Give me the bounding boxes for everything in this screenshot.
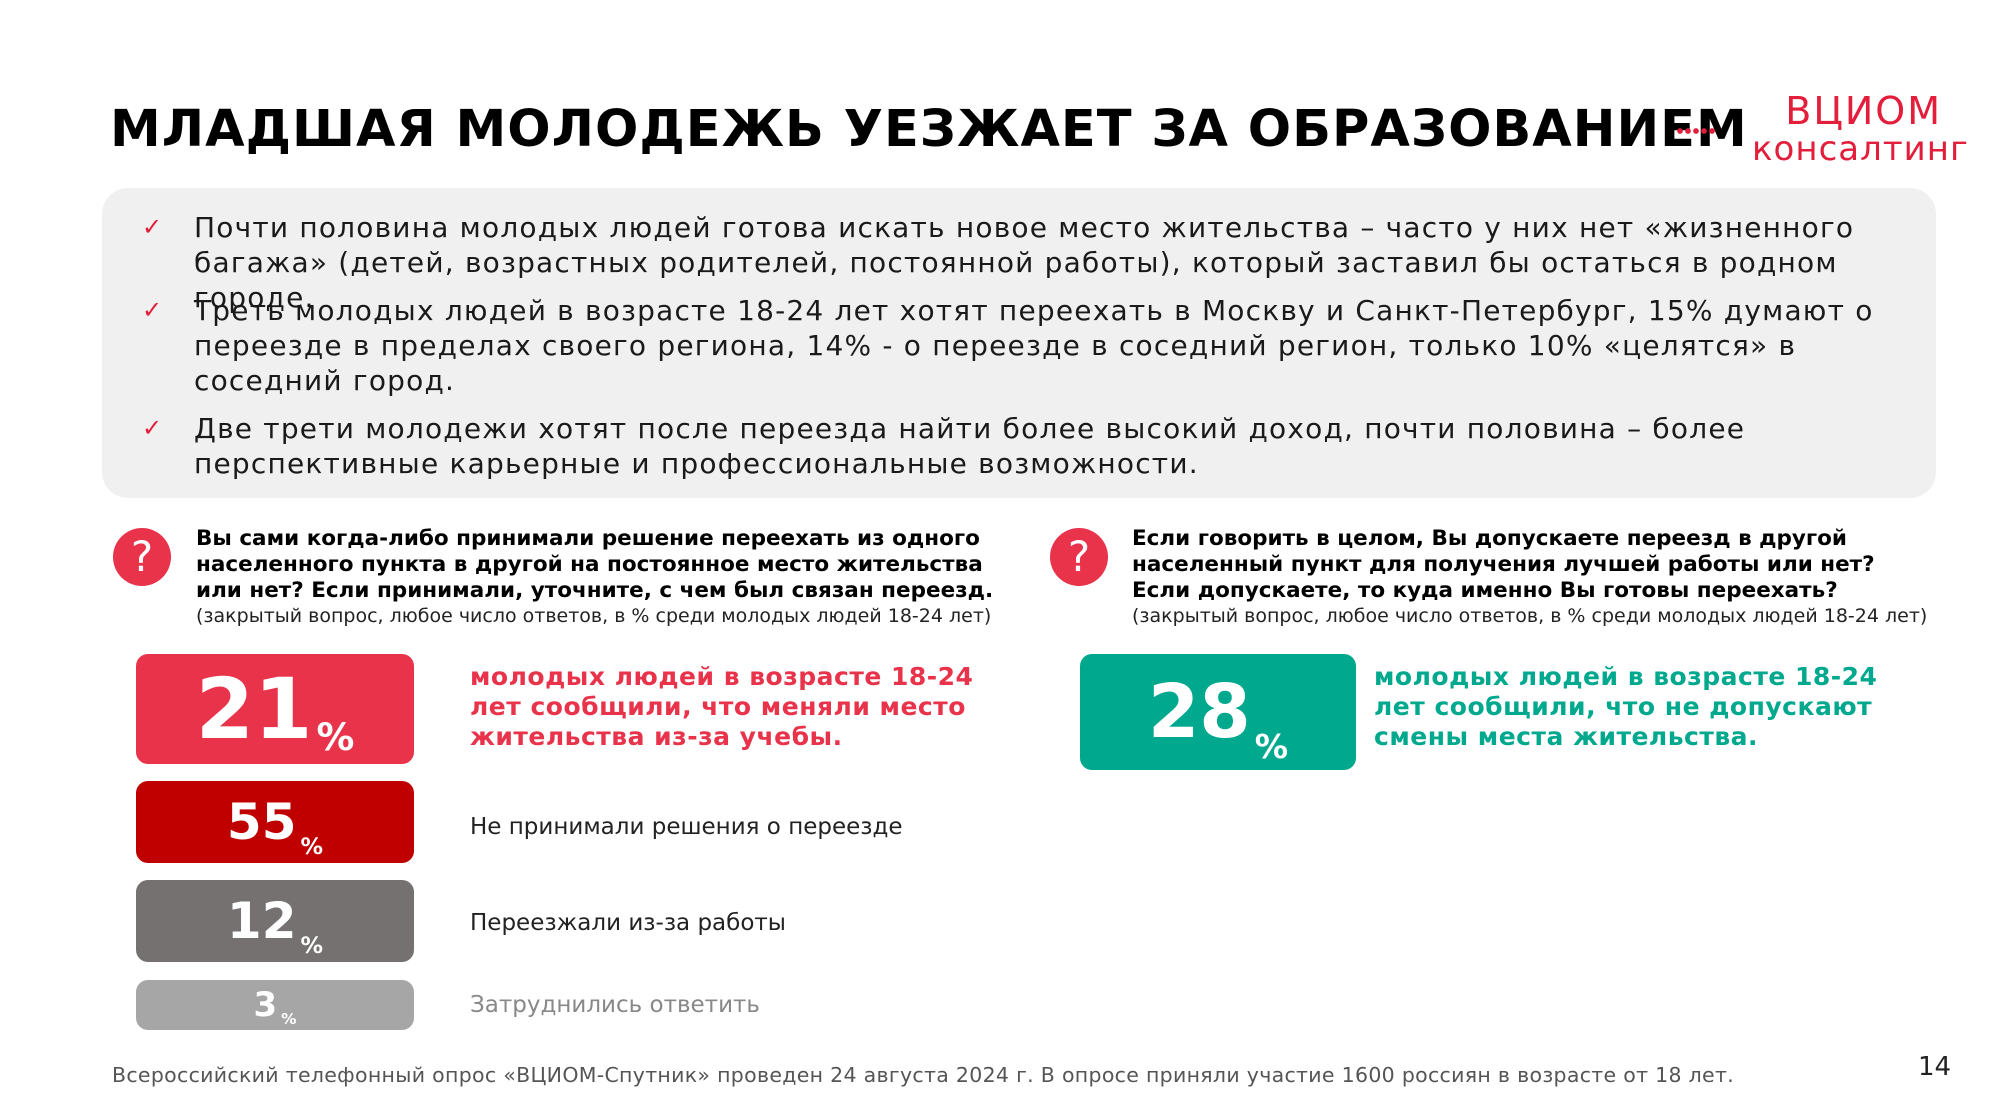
stat-unit: % [300,933,324,960]
stat-value: 12 [226,892,297,950]
source-footnote: Всероссийский телефонный опрос «ВЦИОМ-Сп… [112,1063,1735,1087]
stat-unit: % [281,1010,297,1029]
stat-value: 21 [195,660,313,758]
stat-value: 55 [226,793,297,851]
check-icon: ✓ [142,296,164,324]
stat-value: 3 [253,985,278,1025]
summary-panel: ✓ Почти половина молодых людей готова ис… [102,188,1936,498]
left-question: Вы сами когда-либо принимали решение пер… [196,526,994,603]
stat-box-study: 21% [136,654,414,764]
stat-unit: % [316,715,355,760]
summary-bullet-text: Почти половина молодых людей готова иска… [194,211,1855,314]
summary-bullet: ✓ Две трети молодежи хотят после переезд… [142,411,1922,481]
logo-line2: консалтинг [1752,129,1969,169]
stat-unit: % [300,834,324,861]
stat-box-no-move: 55% [136,781,414,863]
right-question: Если говорить в целом, Вы допускаете пер… [1132,526,1875,603]
stat-box-no-relocation: 28% [1080,654,1356,770]
stat-box-work: 12% [136,880,414,962]
question-icon: ? [113,528,171,586]
stat-box-unsure: 3% [136,980,414,1030]
stat-description-study: молодых людей в возрасте 18-24 лет сообщ… [470,662,974,751]
left-question-note: (закрытый вопрос, любое число ответов, в… [196,605,992,627]
logo-line1: ВЦИОМ [1785,89,1942,133]
stat-value: 28 [1147,669,1251,755]
summary-bullet: ✓ Почти половина молодых людей готова ис… [142,210,1922,315]
summary-bullet-text: Две трети молодежи хотят после переезда … [194,412,1746,480]
stat-label-work: Переезжали из-за работы [470,910,786,936]
check-icon: ✓ [142,414,164,442]
summary-bullet-text: Треть молодых людей в возрасте 18-24 лет… [194,294,1874,397]
check-icon: ✓ [142,213,164,241]
right-question-note: (закрытый вопрос, любое число ответов, в… [1132,605,1928,627]
page-title: МЛАДШАЯ МОЛОДЕЖЬ УЕЗЖАЕТ ЗА ОБРАЗОВАНИЕМ [110,100,1748,159]
stat-label-unsure: Затруднились ответить [470,992,760,1018]
page-number: 14 [1918,1052,1952,1082]
decorative-dots [1676,128,1716,134]
stat-unit: % [1254,727,1289,767]
logo: ВЦИОМ консалтинг [1752,89,1969,169]
summary-bullet: ✓ Треть молодых людей в возрасте 18-24 л… [142,293,1922,398]
question-icon: ? [1050,528,1108,586]
stat-description-no-relocation: молодых людей в возрасте 18-24 лет сообщ… [1374,662,1878,751]
stat-label-no-move: Не принимали решения о переезде [470,814,903,840]
